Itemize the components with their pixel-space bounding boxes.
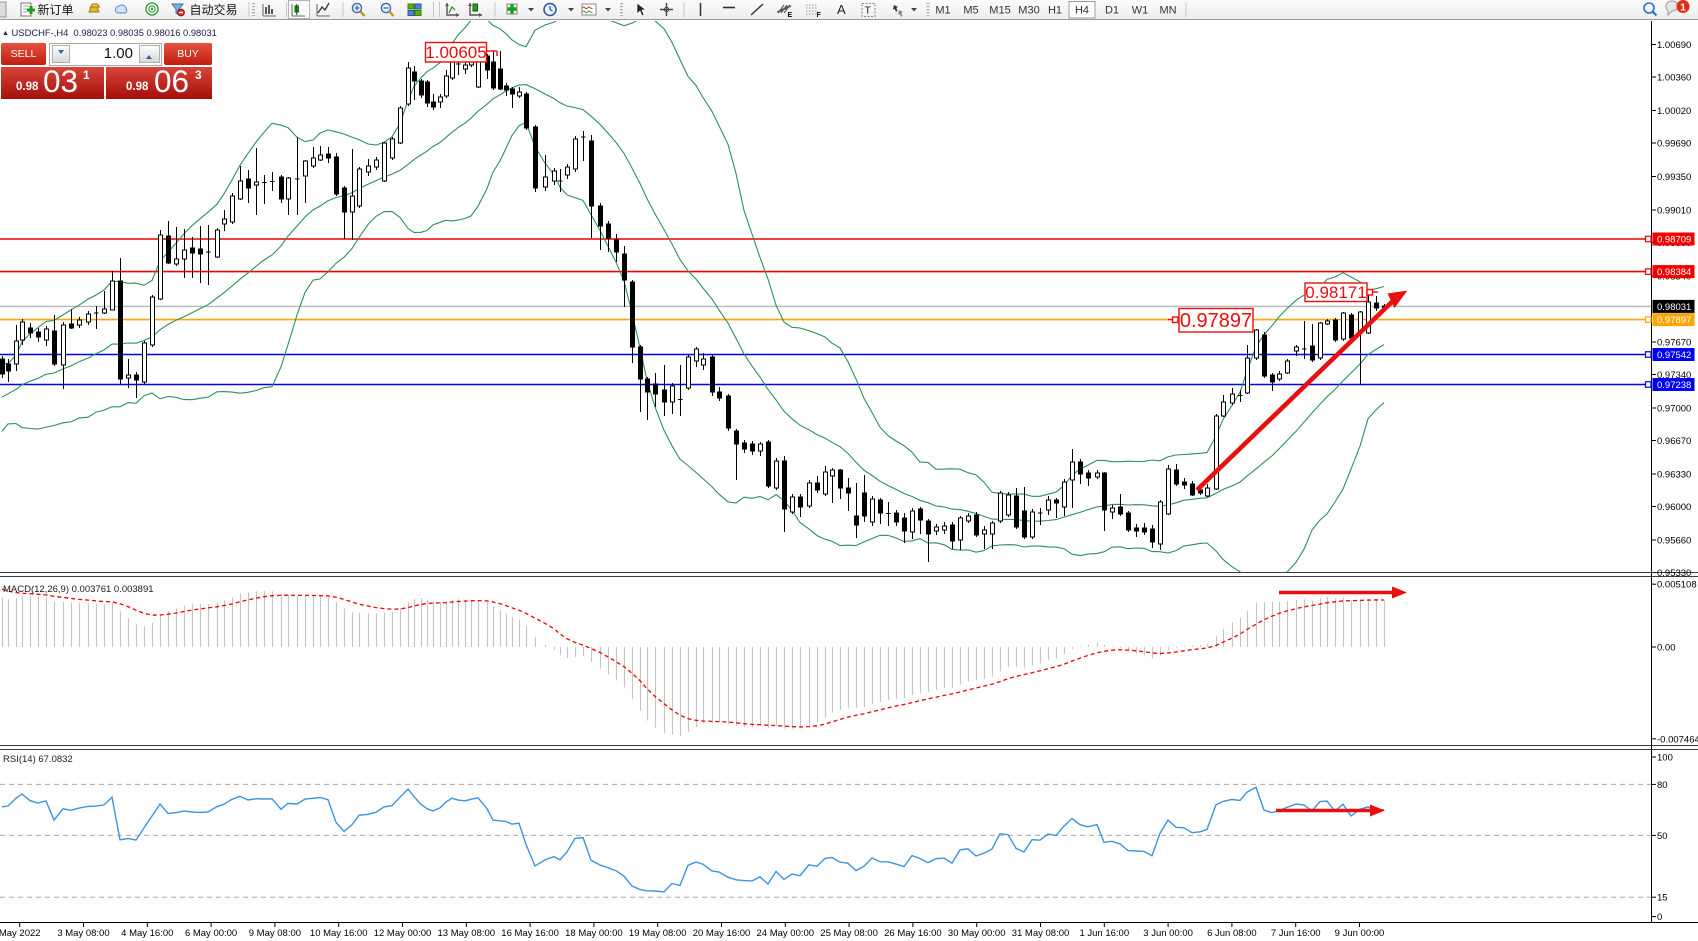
svg-text:D1: D1 (1105, 5, 1119, 17)
svg-text:1.00020: 1.00020 (1657, 106, 1691, 117)
svg-text:26 May 16:00: 26 May 16:00 (884, 928, 942, 939)
svg-text:1.00690: 1.00690 (1657, 40, 1691, 51)
svg-text:6 May 00:00: 6 May 00:00 (185, 928, 237, 939)
svg-text:0.99690: 0.99690 (1657, 139, 1691, 150)
svg-text:A: A (837, 2, 846, 17)
svg-text:H4: H4 (1075, 5, 1089, 17)
svg-text:3 Jun 00:00: 3 Jun 00:00 (1143, 928, 1193, 939)
svg-text:0.98171: 0.98171 (1305, 283, 1366, 302)
svg-text:1.00360: 1.00360 (1657, 73, 1691, 84)
svg-text:1: 1 (1680, 2, 1686, 14)
svg-text:0.96000: 0.96000 (1657, 502, 1691, 513)
svg-text:12 May 00:00: 12 May 00:00 (374, 928, 432, 939)
svg-text:0.005108: 0.005108 (1657, 580, 1697, 591)
svg-text:0.97238: 0.97238 (1657, 380, 1691, 391)
svg-text:MN: MN (1159, 5, 1176, 17)
svg-text:9 Jun 00:00: 9 Jun 00:00 (1335, 928, 1385, 939)
svg-text:0.97897: 0.97897 (1180, 310, 1252, 332)
svg-text:0.97897: 0.97897 (1657, 315, 1691, 326)
svg-text:20 May 16:00: 20 May 16:00 (693, 928, 751, 939)
svg-text:M15: M15 (989, 5, 1010, 17)
svg-text:0.97000: 0.97000 (1657, 404, 1691, 415)
svg-text:RSI(14) 67.0832: RSI(14) 67.0832 (3, 754, 73, 765)
svg-text:自动交易: 自动交易 (190, 2, 238, 17)
svg-text:10 May 16:00: 10 May 16:00 (310, 928, 368, 939)
svg-text:0.96670: 0.96670 (1657, 436, 1691, 447)
svg-text:0.95660: 0.95660 (1657, 536, 1691, 547)
svg-text:0.97542: 0.97542 (1657, 350, 1691, 361)
svg-text:T: T (865, 5, 872, 17)
svg-text:3 May 08:00: 3 May 08:00 (57, 928, 109, 939)
svg-text:24 May 00:00: 24 May 00:00 (757, 928, 815, 939)
svg-text:E: E (788, 12, 793, 19)
svg-text:1 Jun 16:00: 1 Jun 16:00 (1079, 928, 1129, 939)
svg-text:0.98031: 0.98031 (1657, 302, 1691, 313)
svg-text:H1: H1 (1048, 5, 1062, 17)
svg-text:1.00605: 1.00605 (425, 43, 486, 62)
svg-text:0: 0 (1657, 912, 1662, 923)
svg-text:6 Jun 08:00: 6 Jun 08:00 (1207, 928, 1257, 939)
svg-text:100: 100 (1657, 753, 1673, 764)
svg-text:0.99350: 0.99350 (1657, 172, 1691, 183)
svg-text:4 May 16:00: 4 May 16:00 (121, 928, 173, 939)
svg-text:19 May 08:00: 19 May 08:00 (629, 928, 687, 939)
svg-text:0.97670: 0.97670 (1657, 338, 1691, 349)
svg-text:0.98384: 0.98384 (1657, 267, 1691, 278)
svg-text:50: 50 (1657, 831, 1668, 842)
svg-text:0.00: 0.00 (1657, 643, 1676, 654)
svg-text:31 May 08:00: 31 May 08:00 (1012, 928, 1070, 939)
svg-text:16 May 16:00: 16 May 16:00 (501, 928, 559, 939)
svg-text:18 May 00:00: 18 May 00:00 (565, 928, 623, 939)
svg-text:0.95330: 0.95330 (1657, 568, 1691, 579)
svg-text:May 2022: May 2022 (0, 928, 41, 939)
svg-text:0.98709: 0.98709 (1657, 235, 1691, 246)
svg-text:9 May 08:00: 9 May 08:00 (249, 928, 301, 939)
svg-text:MACD(12,26,9) 0.003761 0.00389: MACD(12,26,9) 0.003761 0.003891 (3, 584, 154, 595)
svg-text:7 Jun 16:00: 7 Jun 16:00 (1271, 928, 1321, 939)
svg-text:F: F (817, 12, 822, 19)
svg-text:13 May 08:00: 13 May 08:00 (438, 928, 496, 939)
svg-text:80: 80 (1657, 780, 1668, 791)
svg-text:M30: M30 (1018, 5, 1039, 17)
svg-text:W1: W1 (1132, 5, 1149, 17)
svg-text:0.99010: 0.99010 (1657, 206, 1691, 217)
svg-text:0.97340: 0.97340 (1657, 370, 1691, 381)
svg-text:15: 15 (1657, 893, 1668, 904)
svg-text:M5: M5 (963, 5, 978, 17)
svg-text:新订单: 新订单 (38, 2, 74, 17)
svg-text:M1: M1 (935, 5, 950, 17)
svg-text:30 May 00:00: 30 May 00:00 (948, 928, 1006, 939)
svg-text:0.96330: 0.96330 (1657, 470, 1691, 481)
svg-text:-0.007464: -0.007464 (1657, 734, 1698, 745)
svg-text:25 May 08:00: 25 May 08:00 (820, 928, 878, 939)
